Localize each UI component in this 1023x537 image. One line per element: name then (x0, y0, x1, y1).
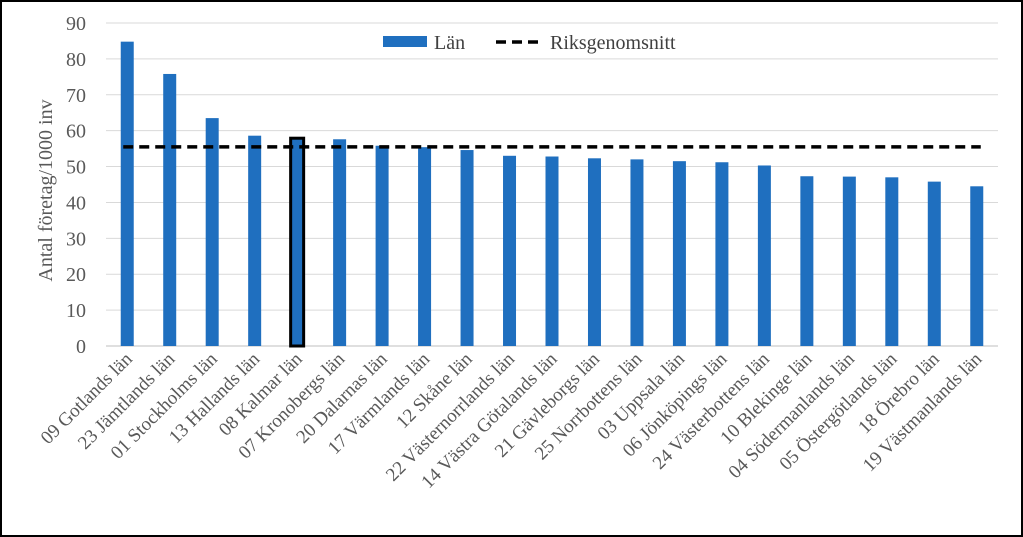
bar-2 (163, 73, 177, 346)
legend-swatch-lan (383, 36, 427, 47)
bar-7 (375, 145, 389, 346)
bar-9 (460, 150, 474, 346)
bar-14 (672, 161, 686, 346)
y-tick-label: 20 (66, 264, 86, 286)
legend-label-riksgenomsnitt: Riksgenomsnitt (550, 32, 676, 54)
y-tick-label: 40 (66, 192, 86, 214)
bar-20 (927, 181, 941, 346)
y-tick-label: 80 (66, 49, 86, 71)
bar-11 (545, 156, 559, 346)
y-tick-label: 30 (66, 228, 86, 250)
y-tick-label: 50 (66, 157, 86, 179)
bar-18 (842, 176, 856, 346)
bar-4 (248, 135, 262, 346)
bar-8 (418, 147, 432, 346)
y-tick-label: 90 (66, 13, 86, 35)
bar-5 (289, 136, 306, 348)
y-axis-label: Antal företag/1000 inv (35, 99, 57, 281)
bar-10 (503, 155, 517, 346)
y-tick-label: 60 (66, 121, 86, 143)
legend-label-lan: Län (434, 32, 465, 54)
bar-19 (885, 177, 899, 346)
legend: Län Riksgenomsnitt (383, 32, 676, 54)
bar-16 (757, 165, 771, 346)
bar-6 (333, 139, 347, 346)
y-tick-label: 0 (76, 336, 86, 358)
y-tick-label: 10 (66, 300, 86, 322)
bar-13 (630, 159, 644, 346)
bar-3 (205, 118, 219, 346)
bar-21 (970, 186, 984, 346)
bars (120, 41, 984, 348)
bar-17 (800, 176, 814, 346)
y-axis-ticks: 0 10 20 30 40 50 60 70 80 90 (66, 13, 86, 358)
bar-12 (587, 158, 601, 346)
bar-15 (715, 162, 729, 346)
y-tick-label: 70 (66, 85, 86, 107)
bar-1 (120, 41, 134, 346)
